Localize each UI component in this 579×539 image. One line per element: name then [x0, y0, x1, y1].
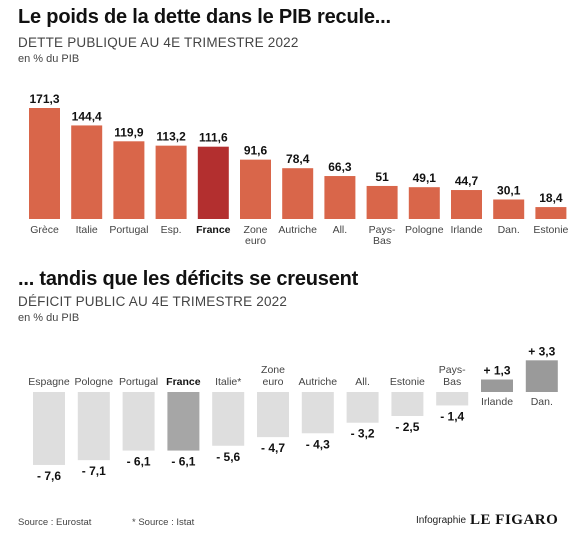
- chart2-category-label: Zone euro: [261, 364, 285, 388]
- chart2-category-label: Portugal: [119, 376, 158, 388]
- chart1-category-label: Esp.: [161, 224, 182, 236]
- chart2-value-label: - 4,7: [261, 441, 285, 455]
- chart1-value-label: 171,3: [29, 92, 59, 106]
- source-eurostat: Source : Eurostat: [18, 517, 92, 528]
- chart1-bar: [282, 168, 314, 219]
- chart2-value-label: - 5,6: [216, 450, 240, 464]
- chart2-category-label: Estonie: [390, 376, 425, 388]
- chart1-bar: [535, 207, 567, 219]
- chart2-category-label: Espagne: [28, 376, 70, 388]
- chart2-bar: [391, 392, 424, 416]
- chart1-value-label: 113,2: [156, 130, 186, 144]
- chart2-category-label: Pologne: [75, 376, 114, 388]
- chart1-value-label: 18,4: [539, 191, 563, 205]
- chart1-subtitle: DETTE PUBLIQUE AU 4E TRIMESTRE 2022: [18, 35, 299, 50]
- chart2-value-label: + 3,3: [528, 344, 555, 358]
- chart1-title: Le poids de la dette dans le PIB recule.…: [18, 6, 391, 28]
- le-figaro-logo: LE FIGARO: [470, 512, 559, 528]
- chart1-bar: [155, 145, 187, 219]
- chart1-bar: [366, 185, 398, 219]
- chart1-bar: [324, 176, 356, 219]
- chart2-bar: [33, 392, 65, 465]
- credit: Infographie LE FIGARO: [416, 512, 558, 529]
- chart1-value-label: 111,6: [199, 131, 228, 145]
- chart2-category-label: Irlande: [481, 396, 513, 408]
- chart2-category-label: Pays-Bas: [439, 364, 466, 388]
- chart1-bar: [493, 199, 525, 219]
- chart1-value-label: 44,7: [455, 174, 479, 188]
- chart2-bar: [257, 392, 289, 438]
- chart1-value-label: 49,1: [413, 171, 437, 185]
- chart2-bar: [301, 392, 334, 434]
- chart2-value-label: - 7,1: [82, 464, 106, 478]
- chart1-bar: [29, 108, 60, 219]
- chart2-bar: [346, 392, 379, 423]
- chart2-subtitle: DÉFICIT PUBLIC AU 4E TRIMESTRE 2022: [18, 294, 288, 309]
- chart2-value-label: - 2,5: [395, 420, 419, 434]
- chart2-unit: en % du PIB: [18, 312, 80, 324]
- chart2-title: ... tandis que les déficits se creusent: [18, 268, 359, 290]
- chart2-bar: [436, 392, 469, 406]
- chart1-value-label: 66,3: [328, 160, 352, 174]
- chart1-category-label: Estonie: [533, 224, 568, 236]
- chart2-category-label: Autriche: [299, 376, 338, 388]
- chart1-bar: [240, 159, 271, 219]
- chart1-value-label: 119,9: [114, 125, 144, 139]
- chart1-value-label: 51: [375, 170, 389, 184]
- chart2-value-label: - 4,3: [306, 437, 330, 451]
- chart1-bar: [451, 190, 482, 219]
- chart1-category-label: Pays-Bas: [369, 224, 396, 247]
- chart2-bar: [481, 379, 513, 392]
- chart2-category-label: All.: [355, 376, 370, 388]
- chart2-value-label: - 6,1: [127, 455, 151, 469]
- chart2-category-label: France: [166, 376, 201, 388]
- chart2-bar: [212, 392, 245, 446]
- chart1-category-label: France: [196, 224, 231, 236]
- chart1-category-label: Portugal: [109, 224, 148, 236]
- chart2-category-label: Italie*: [215, 376, 241, 388]
- credit-label: Infographie: [416, 515, 467, 526]
- chart1-value-label: 30,1: [497, 183, 521, 197]
- chart2-bar: [122, 392, 155, 451]
- chart1-bar: [197, 146, 229, 219]
- chart2-bar: [525, 360, 558, 392]
- chart1-category-label: Italie: [76, 224, 98, 236]
- chart2-value-label: - 1,4: [440, 409, 464, 423]
- chart2-value-label: + 1,3: [483, 364, 510, 378]
- chart1-category-label: Dan.: [498, 224, 520, 236]
- chart1-bar: [408, 187, 440, 219]
- chart1-category-label: Irlande: [450, 224, 482, 236]
- chart1-category-label: All.: [333, 224, 348, 236]
- chart2-value-label: - 7,6: [37, 469, 61, 483]
- chart1-value-label: 144,4: [72, 109, 102, 123]
- chart2-bar: [167, 392, 200, 451]
- chart1-category-label: Grèce: [30, 224, 59, 236]
- chart2-value-label: - 3,2: [351, 427, 375, 441]
- chart1-unit: en % du PIB: [18, 53, 80, 65]
- chart1-category-label: Zone euro: [244, 224, 268, 247]
- chart2-value-label: - 6,1: [171, 455, 195, 469]
- chart1-category-label: Autriche: [278, 224, 317, 236]
- chart2-category-label: Dan.: [531, 396, 553, 408]
- chart1-category-label: Pologne: [405, 224, 444, 236]
- chart1-value-label: 91,6: [244, 144, 268, 158]
- source-istat: * Source : Istat: [132, 517, 195, 528]
- chart1-bar: [71, 125, 103, 219]
- chart2-bar: [77, 392, 110, 461]
- chart1-bar: [113, 141, 145, 219]
- chart1-value-label: 78,4: [286, 152, 310, 166]
